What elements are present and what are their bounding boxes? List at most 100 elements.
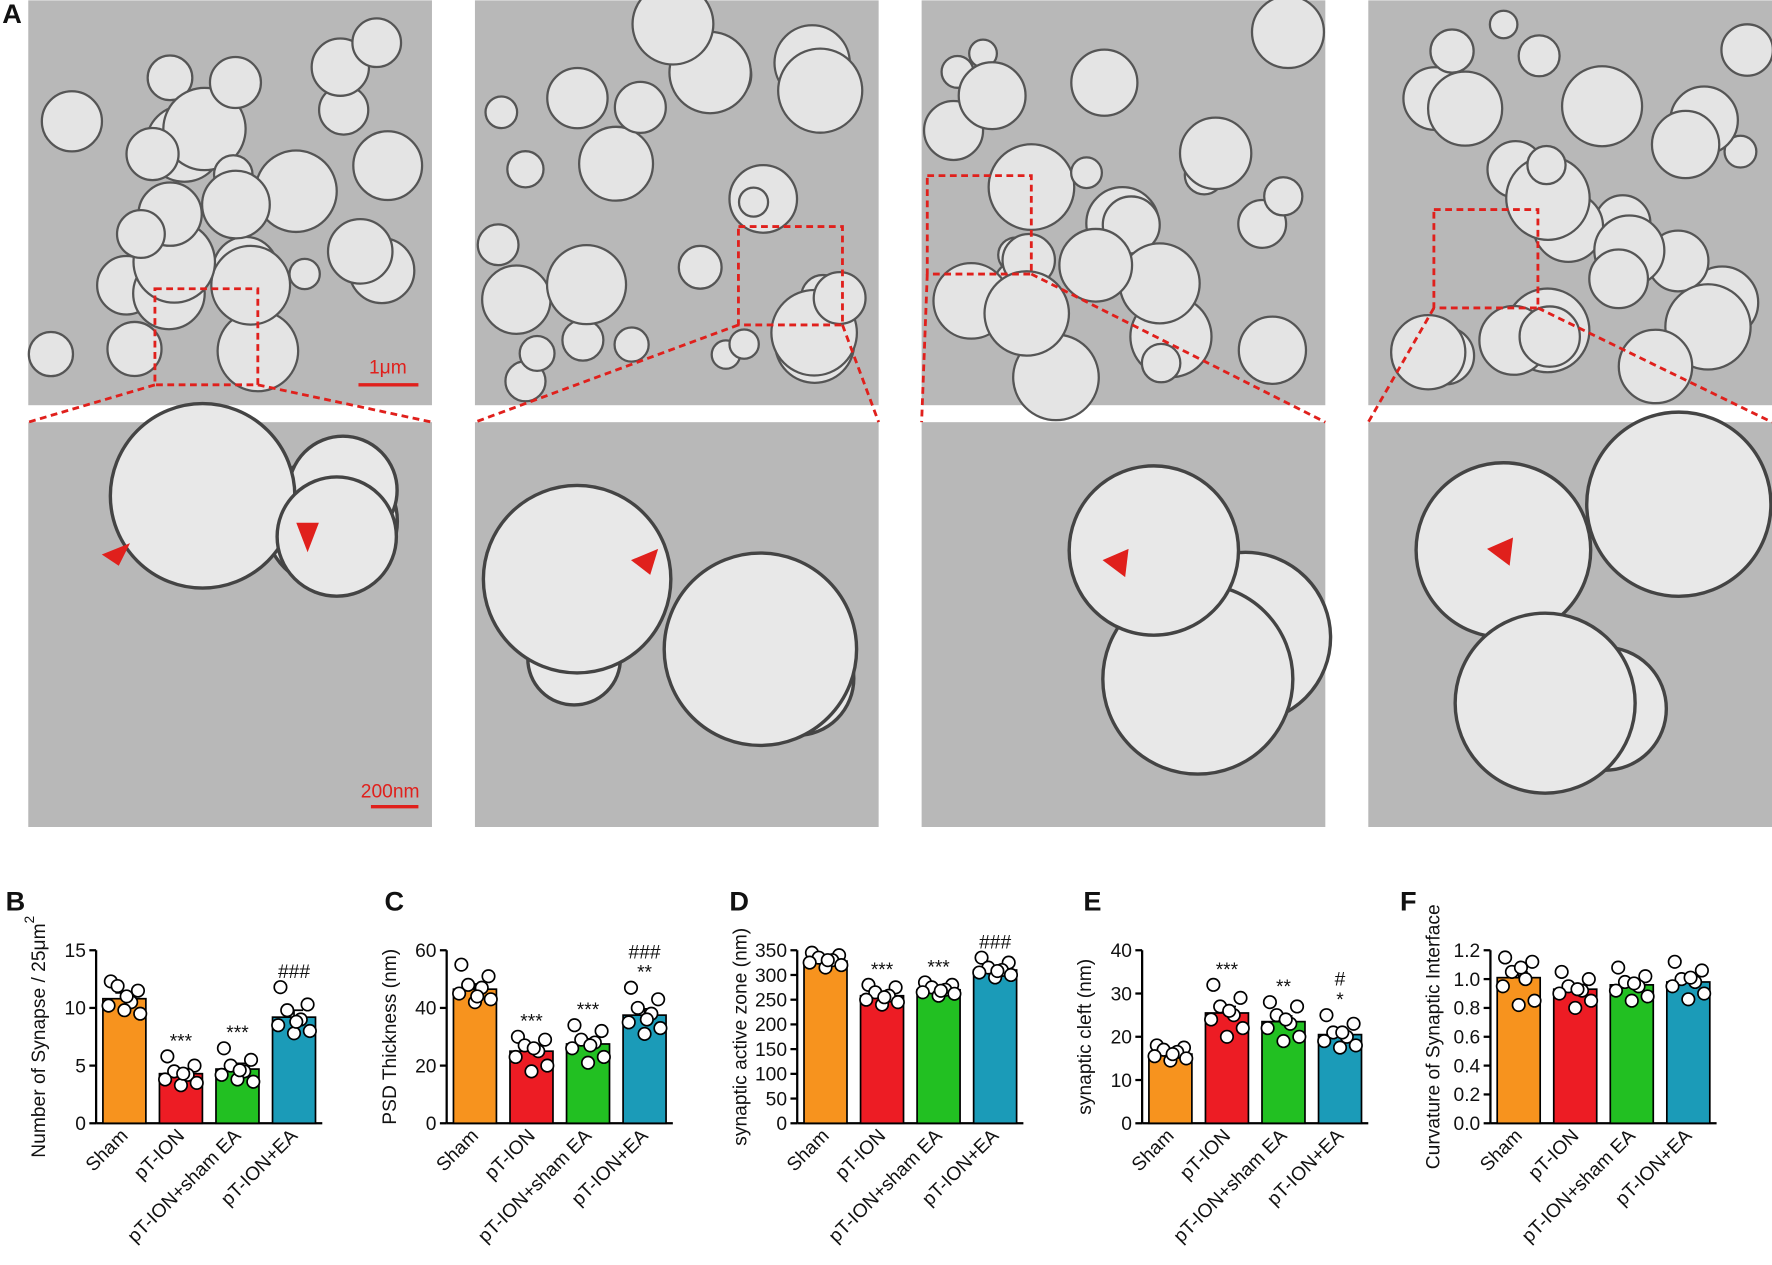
data-point [820, 953, 835, 968]
panel-label: F [1400, 886, 1417, 917]
em-texture [1058, 227, 1134, 303]
em-texture [484, 95, 519, 130]
data-point [1495, 979, 1510, 994]
zoom-box [153, 287, 260, 387]
data-point [1233, 990, 1248, 1005]
em-texture [957, 61, 1027, 131]
significance-label: *** [170, 1031, 193, 1052]
data-point [596, 1049, 611, 1065]
em-texture [1426, 70, 1504, 147]
data-point [1335, 1025, 1350, 1040]
data-point [454, 957, 469, 972]
panel-label: A [2, 0, 22, 29]
bar [452, 988, 498, 1125]
data-point [580, 1055, 596, 1070]
em-texture [1617, 328, 1694, 405]
data-point [1518, 972, 1533, 987]
data-point [1003, 967, 1019, 983]
data-point [1204, 1012, 1219, 1027]
y-tick-label: 100 [755, 1065, 787, 1086]
data-point [1260, 1021, 1275, 1036]
zoom-line [1537, 306, 1772, 424]
zoom-line [920, 273, 929, 423]
significance-label: ### [278, 962, 310, 983]
arrowhead [296, 522, 319, 553]
x-tick-label: Sham [783, 1126, 833, 1176]
scale-bar-label: 1μm [369, 358, 407, 379]
data-point [119, 989, 134, 1004]
panel-label: E [1083, 886, 1101, 917]
zoom-box [1432, 208, 1540, 310]
data-point [537, 1032, 553, 1047]
em-texture [40, 90, 104, 153]
data-point [1206, 977, 1221, 992]
data-point [1640, 989, 1655, 1004]
arrowhead [1487, 537, 1514, 566]
data-point [1638, 969, 1653, 984]
data-point [271, 1018, 286, 1033]
data-point [246, 1074, 261, 1089]
data-point [1525, 954, 1540, 969]
data-point [1667, 954, 1682, 969]
data-point [483, 992, 498, 1007]
em-texture [106, 320, 163, 378]
em-texture [1588, 248, 1650, 310]
data-point [461, 977, 476, 992]
data-point [232, 1063, 247, 1078]
bar [859, 994, 905, 1125]
data-point [834, 958, 849, 973]
data-point [583, 1038, 598, 1053]
data-point [1219, 1029, 1235, 1044]
zoom-line [1030, 272, 1326, 424]
y-tick-label: 0.2 [1454, 1085, 1481, 1106]
data-point [1626, 976, 1642, 991]
significance-label: *** [577, 1000, 600, 1021]
data-point [101, 998, 116, 1013]
y-axis-label-text: Curvature of Synaptic Interface [1424, 904, 1445, 1169]
em-texture [1488, 9, 1519, 40]
em-texture [288, 257, 321, 291]
em-texture [27, 330, 75, 378]
em-texture [1263, 176, 1304, 217]
y-tick-label: 50 [766, 1089, 787, 1110]
panel-label: D [729, 886, 749, 917]
data-point [214, 1067, 229, 1082]
data-point [1683, 970, 1698, 985]
em-texture [1067, 464, 1241, 637]
data-point [974, 950, 989, 965]
y-tick-label: 10 [1111, 1071, 1132, 1092]
data-point [1165, 1047, 1180, 1062]
data-point [286, 1026, 302, 1041]
data-point [915, 985, 930, 1000]
data-point [1608, 983, 1624, 998]
data-point [158, 1072, 173, 1087]
em-texture [578, 125, 655, 202]
em-images [27, 0, 1772, 828]
data-point [302, 1023, 317, 1039]
significance-label: *** [520, 1012, 543, 1033]
data-point [1348, 1038, 1363, 1053]
y-tick-label: 0.4 [1454, 1056, 1481, 1077]
data-point [621, 1015, 636, 1030]
em-texture [1140, 342, 1182, 384]
em-texture [1390, 313, 1467, 391]
em-texture [737, 186, 770, 218]
data-point [1319, 1008, 1334, 1023]
em-texture [561, 318, 605, 362]
y-tick-label: 300 [755, 966, 787, 987]
y-tick-label: 30 [1111, 984, 1132, 1005]
y-tick-label: 40 [1111, 941, 1132, 962]
data-point [1292, 1029, 1307, 1044]
zoom-line [257, 383, 433, 424]
x-tick-label: Sham [433, 1126, 483, 1176]
em-texture [662, 551, 859, 748]
em-texture [1585, 410, 1772, 598]
data-point [565, 1041, 580, 1056]
y-tick-label: 1.2 [1454, 941, 1481, 962]
y-axis-label-text: synaptic cleft (nm) [1075, 959, 1096, 1115]
data-point [1527, 993, 1542, 1008]
em-texture [1453, 611, 1637, 795]
data-point [187, 1058, 202, 1073]
data-point [470, 989, 485, 1004]
